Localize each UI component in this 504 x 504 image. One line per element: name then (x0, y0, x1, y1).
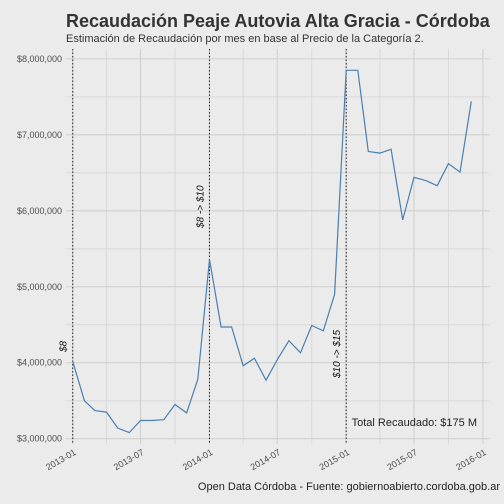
price-change-label: $10 -> $15 (332, 329, 343, 379)
x-tick-label: 2014-01 (181, 447, 215, 472)
y-tick-label: $8,000,000 (17, 54, 62, 64)
x-tick-label: 2016-01 (454, 447, 488, 472)
series-layer (72, 69, 472, 434)
gridlines (66, 49, 490, 444)
series-line (72, 69, 472, 434)
price-change-label: $8 -> $10 (195, 185, 206, 229)
y-tick-label: $6,000,000 (17, 206, 62, 216)
chart-caption: Open Data Córdoba - Fuente: gobiernoabie… (198, 481, 500, 493)
total-collected-label: Total Recaudado: $175 M (352, 417, 477, 429)
x-tick-label: 2015-01 (318, 447, 352, 472)
y-tick-label: $7,000,000 (17, 130, 62, 140)
y-tick-label: $5,000,000 (17, 282, 62, 292)
x-tick-label: 2013-07 (112, 447, 146, 472)
y-tick-label: $3,000,000 (17, 434, 62, 444)
price-change-label: $8 (59, 340, 70, 353)
x-tick-label: 2014-07 (249, 447, 283, 472)
price-change-markers: $8 $8 -> $10 $10 -> $15 (59, 49, 347, 444)
y-tick-label: $4,000,000 (17, 358, 62, 368)
x-axis: 2013-01 2013-07 2014-01 2014-07 2015-01 2015-… (44, 447, 488, 472)
chart-subtitle: Estimación de Recaudación por mes en bas… (66, 33, 424, 45)
y-axis: $3,000,000 $4,000,000 $5,000,000 $6,000,000… (17, 54, 62, 444)
x-tick-label: 2015-07 (385, 447, 419, 472)
chart-title: Recaudación Peaje Autovia Alta Gracia - … (66, 11, 491, 31)
x-tick-label: 2013-01 (44, 447, 78, 472)
